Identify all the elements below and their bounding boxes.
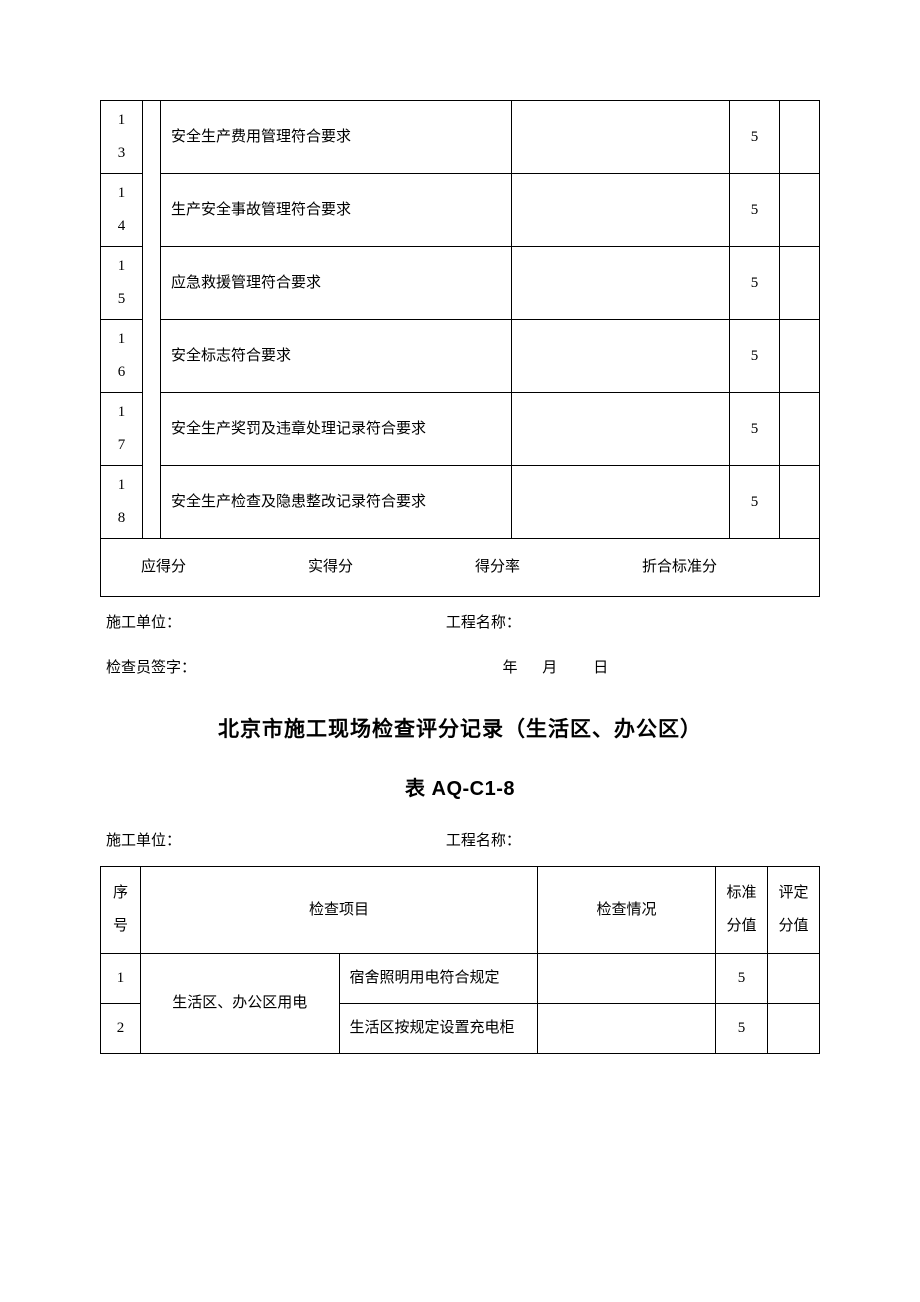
seq-cell: 16: [101, 320, 143, 393]
check-cell: [512, 247, 730, 320]
section2-title: 北京市施工现场检查评分记录（生活区、办公区）: [100, 707, 820, 753]
summary-row: 应得分实得分得分率折合标准分: [101, 539, 820, 597]
desc-cell: 生产安全事故管理符合要求: [161, 174, 512, 247]
inspector-label: 检查员签字：: [106, 652, 502, 685]
eval-cell: [768, 1004, 820, 1054]
construction-unit-label-2: 施工单位：: [106, 825, 446, 858]
table-row: 1生活区、办公区用电宿舍照明用电符合规定5: [101, 954, 820, 1004]
check-cell: [512, 320, 730, 393]
hdr-item: 检查项目: [141, 867, 538, 954]
category-cell: 生活区、办公区用电: [141, 954, 340, 1054]
project-name-label: 工程名称：: [446, 607, 814, 640]
desc-cell: 安全生产奖罚及违章处理记录符合要求: [161, 393, 512, 466]
seq-cell: 13: [101, 101, 143, 174]
seq-cell: 17: [101, 393, 143, 466]
hdr-check: 检查情况: [538, 867, 716, 954]
table-row: 14生产安全事故管理符合要求 5: [101, 174, 820, 247]
section2-subtitle: 表 AQ-C1-8: [100, 767, 820, 811]
eval-cell: [768, 954, 820, 1004]
desc-cell: 安全标志符合要求: [161, 320, 512, 393]
score2-cell: [780, 247, 820, 320]
table-row: 13安全生产费用管理符合要求 5: [101, 101, 820, 174]
summary-label-2: 实得分: [278, 551, 445, 584]
table-row: 18安全生产检查及隐患整改记录符合要求 5: [101, 466, 820, 539]
score-cell: 5: [730, 174, 780, 247]
project-name-label-2: 工程名称：: [446, 825, 814, 858]
check-cell: [538, 954, 716, 1004]
std-cell: 5: [716, 954, 768, 1004]
hdr-seq: 序号: [101, 867, 141, 954]
check-cell: [538, 1004, 716, 1054]
construction-unit-label: 施工单位：: [106, 607, 446, 640]
hdr-eval: 评定分值: [768, 867, 820, 954]
check-cell: [512, 393, 730, 466]
score-cell: 5: [730, 393, 780, 466]
score-cell: 5: [730, 466, 780, 539]
check-cell: [512, 101, 730, 174]
table-row: 17安全生产奖罚及违章处理记录符合要求 5: [101, 393, 820, 466]
seq-cell: 1: [101, 954, 141, 1004]
seq-cell: 15: [101, 247, 143, 320]
check-cell: [512, 174, 730, 247]
score-cell: 5: [730, 247, 780, 320]
inspection-table-1: 13安全生产费用管理符合要求514生产安全事故管理符合要求515应急救援管理符合…: [100, 100, 820, 597]
date-label: 年 月 日: [502, 652, 814, 685]
hdr-std: 标准分值: [716, 867, 768, 954]
summary-cell: 应得分实得分得分率折合标准分: [101, 539, 820, 597]
score2-cell: [780, 174, 820, 247]
std-cell: 5: [716, 1004, 768, 1054]
seq-cell: 18: [101, 466, 143, 539]
blank-cell: [143, 101, 161, 539]
desc-cell: 安全生产费用管理符合要求: [161, 101, 512, 174]
date-line: 检查员签字： 年 月 日: [100, 646, 820, 703]
score2-cell: [780, 466, 820, 539]
score2-cell: [780, 320, 820, 393]
item-cell: 生活区按规定设置充电柜: [339, 1004, 538, 1054]
score-cell: 5: [730, 320, 780, 393]
table-row: 16安全标志符合要求 5: [101, 320, 820, 393]
header-row: 序号检查项目检查情况标准分值评定分值: [101, 867, 820, 954]
seq-cell: 2: [101, 1004, 141, 1054]
score2-cell: [780, 393, 820, 466]
inspection-table-2: 序号检查项目检查情况标准分值评定分值1生活区、办公区用电宿舍照明用电符合规定52…: [100, 866, 820, 1054]
item-cell: 宿舍照明用电符合规定: [339, 954, 538, 1004]
summary-label-4: 折合标准分: [612, 551, 779, 584]
summary-label-3: 得分率: [445, 551, 612, 584]
desc-cell: 应急救援管理符合要求: [161, 247, 512, 320]
score-cell: 5: [730, 101, 780, 174]
desc-cell: 安全生产检查及隐患整改记录符合要求: [161, 466, 512, 539]
meta-line-2: 施工单位： 工程名称：: [100, 821, 820, 866]
seq-cell: 14: [101, 174, 143, 247]
table-row: 15应急救援管理符合要求 5: [101, 247, 820, 320]
score2-cell: [780, 101, 820, 174]
summary-label-1: 应得分: [111, 551, 278, 584]
meta-line-1: 施工单位： 工程名称：: [100, 597, 820, 646]
check-cell: [512, 466, 730, 539]
